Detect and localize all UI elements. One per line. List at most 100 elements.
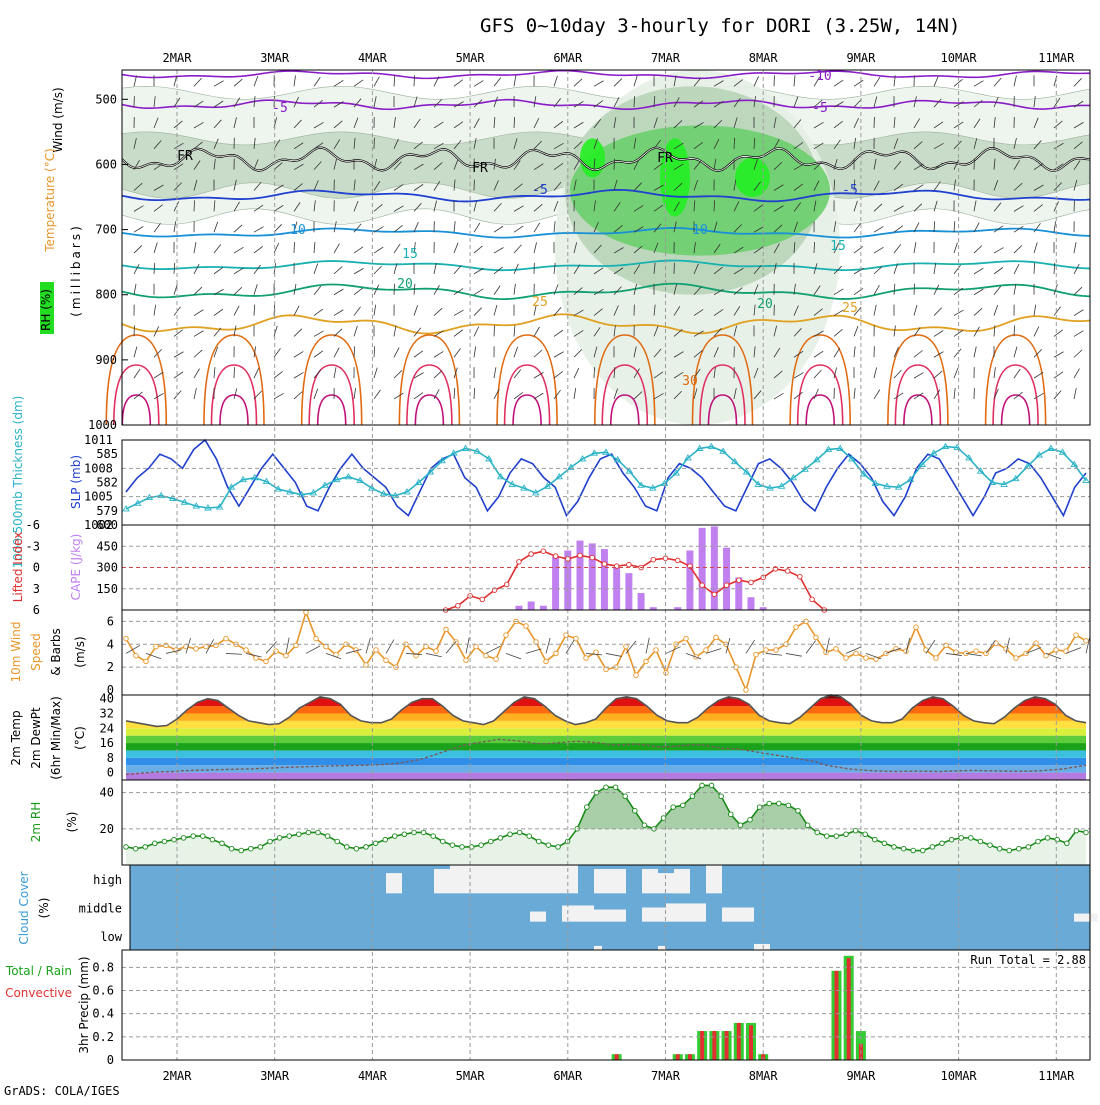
cloud-fill-high — [450, 865, 578, 893]
rh-line-point — [258, 845, 263, 850]
lifted-index-line-point — [504, 582, 509, 587]
wind-barb — [514, 347, 518, 357]
chart-title: GFS 0~10day 3-hourly for DORI (3.25W, 14… — [480, 15, 960, 37]
wind-barb — [554, 263, 555, 274]
rh-line-point — [834, 834, 839, 839]
wind-barb — [374, 77, 379, 87]
wind-barb — [234, 247, 243, 253]
wind-barb — [1034, 305, 1036, 316]
wind-barb — [174, 263, 175, 274]
wind-barb — [594, 367, 595, 378]
cloud-ylabel: Cloud Cover — [17, 871, 31, 944]
rh-line-point — [690, 794, 695, 799]
bottom-date-label: 2MAR — [163, 1069, 193, 1083]
surface-wind-barb — [606, 653, 622, 656]
contour-label: FR — [657, 151, 673, 166]
wind-barb — [394, 75, 395, 86]
li-y-tick: 3 — [33, 582, 40, 596]
wind-barb — [294, 372, 303, 378]
top-date-label: 7MAR — [651, 51, 681, 65]
bottom-date-label: 3MAR — [260, 1069, 290, 1083]
wind-barb — [234, 225, 242, 232]
wind-barb — [974, 81, 983, 87]
warm-dome-contour — [318, 395, 346, 425]
profile-ylabel-rh: RH (%) — [39, 289, 53, 331]
wind-barb — [234, 268, 243, 274]
cloud-fill-middle — [642, 908, 666, 922]
wind-barb — [314, 242, 315, 253]
wind-barb — [154, 223, 161, 232]
wind-barb — [954, 368, 958, 378]
wind-barb — [414, 75, 415, 86]
wind-barb — [474, 81, 483, 87]
temp-y-tick: 32 — [100, 706, 114, 720]
wind-barb — [474, 327, 479, 337]
wind-barb — [1074, 331, 1083, 337]
wind-barb — [194, 331, 203, 337]
rh-line-point — [306, 830, 311, 835]
contour-label: -5 — [532, 183, 548, 198]
wind-barb — [1074, 310, 1083, 316]
wind-barb — [474, 246, 482, 253]
rh-line-point — [450, 843, 455, 848]
rh-line-point — [498, 836, 503, 841]
temp-y-tick: 8 — [107, 751, 114, 765]
lifted-index-line-point — [675, 558, 680, 563]
wind-barb — [1014, 264, 1019, 274]
wind-barb — [954, 243, 957, 253]
lifted-index-line — [446, 551, 825, 610]
wind-y-tick: 6 — [107, 614, 114, 628]
wind-speed-line-point — [774, 648, 779, 653]
cloud-fill-middle — [1074, 914, 1098, 922]
temp-band — [122, 743, 1090, 750]
wind-barb — [254, 246, 263, 253]
cape-y-tick: 300 — [96, 561, 118, 575]
wind-barb — [794, 392, 803, 399]
wind-barb — [454, 221, 455, 232]
wind-speed-line-point — [934, 656, 939, 661]
top-date-label: 6MAR — [553, 51, 583, 65]
rh-line-point — [143, 845, 148, 850]
wind-speed-line-point — [314, 636, 319, 641]
wind-barb — [154, 372, 163, 378]
wind-barb — [474, 223, 480, 232]
rh-line-point — [325, 834, 330, 839]
wind-speed-line-point — [504, 633, 509, 638]
rh-line-point — [537, 839, 542, 844]
rh-line-point — [921, 848, 926, 853]
wind-barb — [1034, 327, 1039, 337]
bottom-date-label: 8MAR — [749, 1069, 779, 1083]
wind-barb — [314, 370, 321, 379]
precip-conv-bar — [749, 1025, 753, 1060]
wind-barb — [214, 244, 221, 253]
cloud-fill-low — [594, 946, 602, 950]
precip-y-tick: 0.2 — [92, 1030, 114, 1044]
rh-line-point — [623, 794, 628, 799]
wind-barb — [574, 368, 579, 378]
wind-barb — [874, 226, 883, 232]
wind-barb — [914, 305, 917, 316]
wind-barb — [934, 330, 943, 336]
wind-barb — [414, 284, 415, 295]
wind-y-tick: 2 — [107, 660, 114, 674]
cape-bar — [540, 606, 547, 610]
precip-conv-bar — [712, 1031, 716, 1060]
wind-speed-line-point — [244, 648, 249, 653]
wind-barb — [134, 245, 142, 253]
surface-wind-barb — [466, 638, 469, 654]
wind-ylabel-a: 10m Wind — [9, 622, 23, 683]
rh-line-point — [297, 832, 302, 837]
wind-barb — [554, 330, 563, 336]
warm-dome-contour — [904, 395, 932, 425]
contour-label: 10 — [290, 223, 306, 238]
wind-speed-line-point — [384, 658, 389, 663]
rh-line-point — [997, 846, 1002, 851]
wind-barb — [1014, 325, 1015, 336]
rh-line-point — [1007, 848, 1012, 853]
wind-barb — [454, 310, 464, 316]
cape-bar — [625, 573, 632, 610]
rh-line-point — [201, 834, 206, 839]
contour-label: FR — [472, 161, 488, 176]
wind-barb — [194, 369, 200, 378]
